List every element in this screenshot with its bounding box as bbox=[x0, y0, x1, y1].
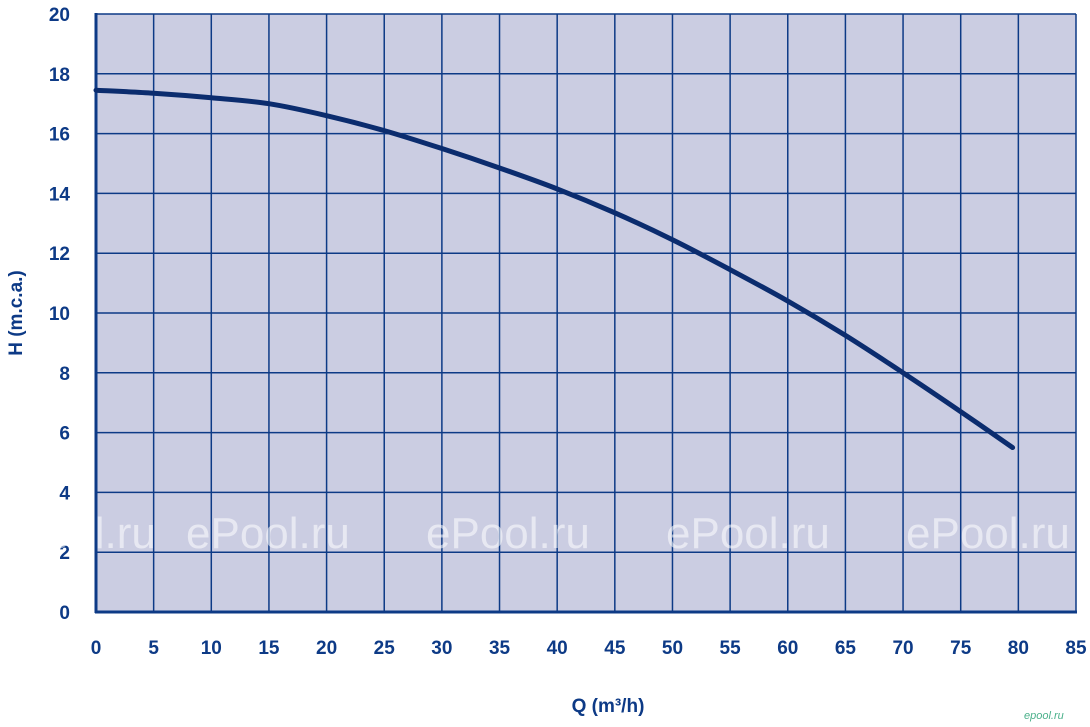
y-tick-label: 4 bbox=[59, 483, 70, 504]
y-tick-label: 16 bbox=[49, 125, 70, 146]
x-tick-label: 80 bbox=[1008, 638, 1029, 659]
x-tick-label: 85 bbox=[1065, 638, 1087, 659]
x-tick-label: 10 bbox=[201, 638, 222, 659]
y-tick-label: 0 bbox=[59, 603, 70, 624]
series-line bbox=[93, 87, 1016, 451]
watermark-text: ePool.ru bbox=[906, 509, 1070, 558]
x-tick-label: 35 bbox=[489, 638, 511, 659]
x-tick-label: 60 bbox=[777, 638, 798, 659]
y-tick-label: 8 bbox=[59, 364, 70, 385]
x-tick-label: 45 bbox=[604, 638, 626, 659]
x-tick-label: 5 bbox=[148, 638, 159, 659]
x-tick-label: 65 bbox=[835, 638, 857, 659]
x-tick-label: 25 bbox=[374, 638, 396, 659]
watermark-text: ePool.ru bbox=[426, 509, 590, 558]
x-tick-label: 0 bbox=[91, 638, 102, 659]
y-tick-label: 14 bbox=[49, 184, 71, 205]
watermark-text: ePool.ru bbox=[186, 509, 350, 558]
x-tick-label: 30 bbox=[431, 638, 452, 659]
y-tick-label: 12 bbox=[49, 244, 70, 265]
x-tick-label: 55 bbox=[720, 638, 742, 659]
watermark-text: ePool.ru bbox=[666, 509, 830, 558]
x-tick-label: 15 bbox=[258, 638, 280, 659]
y-tick-label: 2 bbox=[59, 543, 70, 564]
y-tick-label: 6 bbox=[59, 424, 70, 445]
y-tick-label: 18 bbox=[49, 65, 70, 86]
x-axis-title: Q (m³/h) bbox=[572, 696, 645, 717]
x-tick-label: 75 bbox=[950, 638, 972, 659]
y-tick-label: 10 bbox=[49, 304, 70, 325]
x-tick-label: 40 bbox=[547, 638, 568, 659]
y-tick-label: 20 bbox=[49, 5, 70, 26]
x-tick-label: 50 bbox=[662, 638, 683, 659]
y-axis-title: H (m.c.a.) bbox=[6, 270, 27, 356]
corner-watermark: epool.ru bbox=[1024, 710, 1064, 722]
watermark-text: ePool.ru bbox=[0, 509, 156, 558]
x-tick-label: 70 bbox=[892, 638, 913, 659]
watermark-layer: ePool.ru ePool.ru ePool.ru ePool.ru ePoo… bbox=[0, 509, 1070, 558]
x-tick-label: 20 bbox=[316, 638, 337, 659]
